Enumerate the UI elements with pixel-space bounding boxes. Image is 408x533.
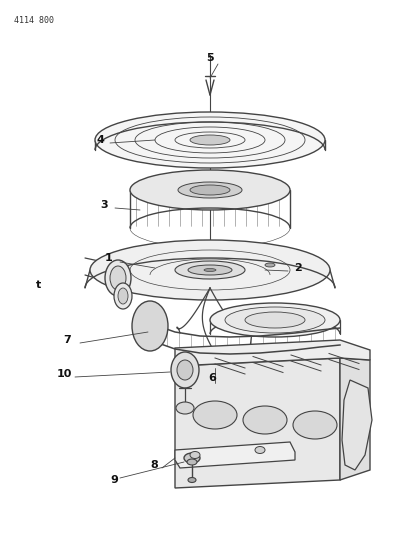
Ellipse shape	[187, 459, 197, 465]
Ellipse shape	[190, 185, 230, 195]
Ellipse shape	[193, 401, 237, 429]
Text: 6: 6	[208, 373, 216, 383]
Text: 3: 3	[100, 200, 108, 210]
Polygon shape	[175, 358, 340, 488]
Ellipse shape	[105, 260, 131, 296]
Text: 5: 5	[206, 53, 214, 63]
Ellipse shape	[175, 261, 245, 279]
Ellipse shape	[130, 170, 290, 210]
Polygon shape	[175, 340, 370, 366]
Text: 4: 4	[96, 135, 104, 145]
Ellipse shape	[188, 478, 196, 482]
Ellipse shape	[225, 307, 325, 333]
Ellipse shape	[190, 451, 200, 458]
Polygon shape	[340, 358, 370, 480]
Text: 1: 1	[105, 253, 113, 263]
Text: 4114 800: 4114 800	[14, 16, 54, 25]
Ellipse shape	[177, 360, 193, 380]
Ellipse shape	[95, 112, 325, 168]
Text: 8: 8	[150, 460, 158, 470]
Ellipse shape	[243, 406, 287, 434]
Ellipse shape	[293, 411, 337, 439]
Ellipse shape	[245, 312, 305, 328]
Text: t: t	[36, 280, 42, 290]
Text: 7: 7	[63, 335, 71, 345]
Ellipse shape	[114, 283, 132, 309]
Ellipse shape	[118, 288, 128, 304]
Ellipse shape	[90, 240, 330, 300]
Ellipse shape	[184, 453, 200, 463]
Ellipse shape	[171, 352, 199, 388]
Ellipse shape	[110, 266, 126, 290]
Polygon shape	[175, 442, 295, 468]
Ellipse shape	[176, 402, 194, 414]
Ellipse shape	[255, 447, 265, 454]
Text: 9: 9	[110, 475, 118, 485]
Ellipse shape	[190, 135, 230, 145]
Ellipse shape	[132, 301, 168, 351]
Ellipse shape	[265, 263, 275, 267]
Polygon shape	[342, 380, 372, 470]
Ellipse shape	[204, 269, 216, 271]
Text: 2: 2	[294, 263, 302, 273]
Ellipse shape	[210, 303, 340, 337]
Ellipse shape	[188, 265, 232, 275]
Ellipse shape	[178, 182, 242, 198]
Text: 10: 10	[56, 369, 72, 379]
